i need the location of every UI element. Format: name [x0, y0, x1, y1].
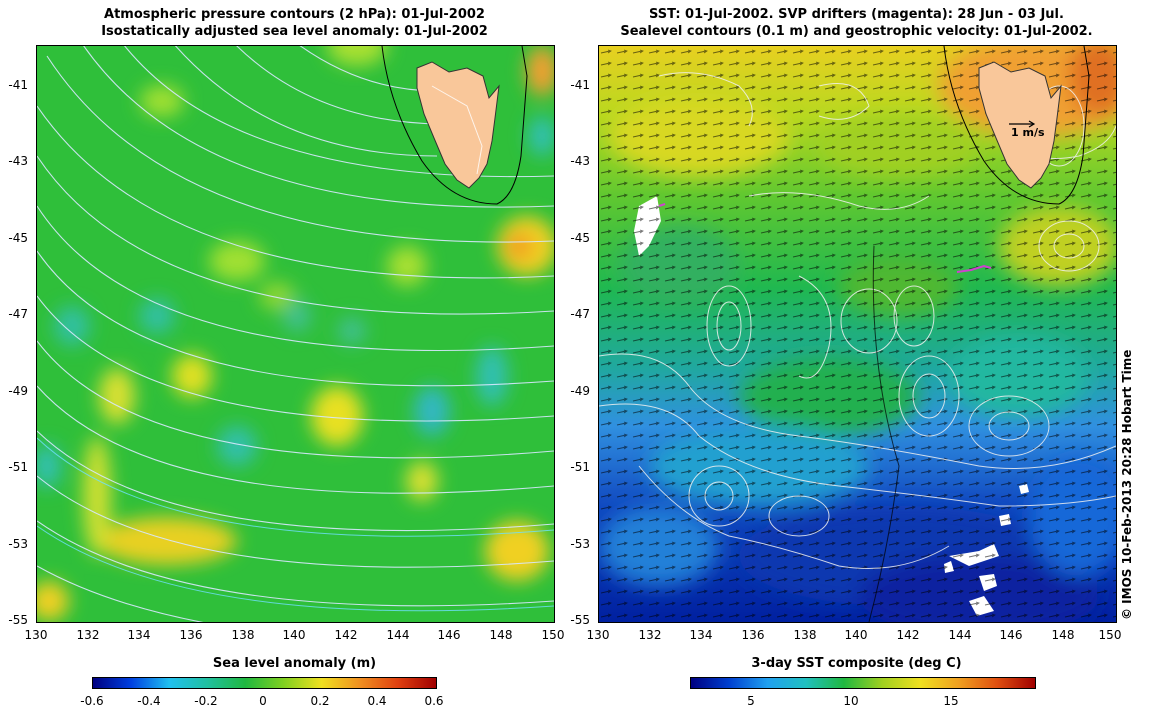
- sst-colorbar: [690, 677, 1036, 689]
- left-panel-title: Atmospheric pressure contours (2 hPa): 0…: [36, 6, 553, 40]
- x-tick: 148: [1051, 628, 1075, 642]
- y-tick: -51: [570, 460, 590, 474]
- colorbar-tick: 0: [259, 694, 267, 708]
- x-tick: 132: [638, 628, 662, 642]
- y-tick: -45: [8, 231, 28, 245]
- y-tick: -41: [570, 78, 590, 92]
- velocity-scale-label: 1 m/s: [1011, 126, 1045, 139]
- imos-credit: © IMOS 10-Feb-2013 20:28 Hobart Time: [1120, 349, 1134, 620]
- x-tick: 140: [282, 628, 306, 642]
- y-tick: -55: [570, 613, 590, 627]
- y-tick: -41: [8, 78, 28, 92]
- x-tick: 134: [127, 628, 151, 642]
- y-tick: -43: [8, 154, 28, 168]
- x-tick: 146: [437, 628, 461, 642]
- sst-colorbar-label: 3-day SST composite (deg C): [751, 656, 962, 671]
- x-tick: 138: [231, 628, 255, 642]
- x-tick: 144: [948, 628, 972, 642]
- y-tick: -51: [8, 460, 28, 474]
- left-title-line1: Atmospheric pressure contours (2 hPa): 0…: [104, 7, 485, 22]
- right-panel-title: SST: 01-Jul-2002. SVP drifters (magenta)…: [598, 6, 1115, 40]
- colorbar-tick: 10: [843, 694, 859, 708]
- x-tick: 150: [1098, 628, 1122, 642]
- sea-level-anomaly-map: [36, 45, 555, 623]
- colorbar-tick: 15: [943, 694, 959, 708]
- x-tick: 142: [896, 628, 920, 642]
- x-tick: 150: [541, 628, 565, 642]
- sea-level-colorbar-label: Sea level anomaly (m): [212, 656, 377, 671]
- x-tick: 146: [999, 628, 1023, 642]
- x-tick: 144: [386, 628, 410, 642]
- x-tick: 134: [689, 628, 713, 642]
- x-tick: 142: [334, 628, 358, 642]
- right-title-line1: SST: 01-Jul-2002. SVP drifters (magenta)…: [649, 7, 1064, 22]
- y-tick: -49: [570, 384, 590, 398]
- y-tick: -55: [8, 613, 28, 627]
- colorbar-tick: 5: [747, 694, 755, 708]
- x-tick: 136: [741, 628, 765, 642]
- y-tick: -49: [8, 384, 28, 398]
- sst-map: 1 m/s: [598, 45, 1117, 623]
- x-tick: 140: [844, 628, 868, 642]
- y-tick: -47: [8, 307, 28, 321]
- y-tick: -47: [570, 307, 590, 321]
- x-tick: 132: [76, 628, 100, 642]
- x-tick: 136: [179, 628, 203, 642]
- y-tick: -53: [570, 537, 590, 551]
- right-title-line2: Sealevel contours (0.1 m) and geostrophi…: [620, 24, 1093, 39]
- x-tick: 130: [586, 628, 610, 642]
- colorbar-tick: 0.6: [424, 694, 444, 708]
- colorbar-tick: -0.2: [194, 694, 218, 708]
- x-tick: 138: [793, 628, 817, 642]
- colorbar-tick: 0.2: [310, 694, 330, 708]
- colorbar-tick: -0.4: [137, 694, 161, 708]
- colorbar-tick: 0.4: [367, 694, 387, 708]
- sea-level-colorbar: [92, 677, 437, 689]
- y-tick: -43: [570, 154, 590, 168]
- y-tick: -53: [8, 537, 28, 551]
- colorbar-tick: -0.6: [80, 694, 104, 708]
- left-title-line2: Isostatically adjusted sea level anomaly…: [101, 24, 488, 39]
- x-tick: 148: [489, 628, 513, 642]
- x-tick: 130: [24, 628, 48, 642]
- y-tick: -45: [570, 231, 590, 245]
